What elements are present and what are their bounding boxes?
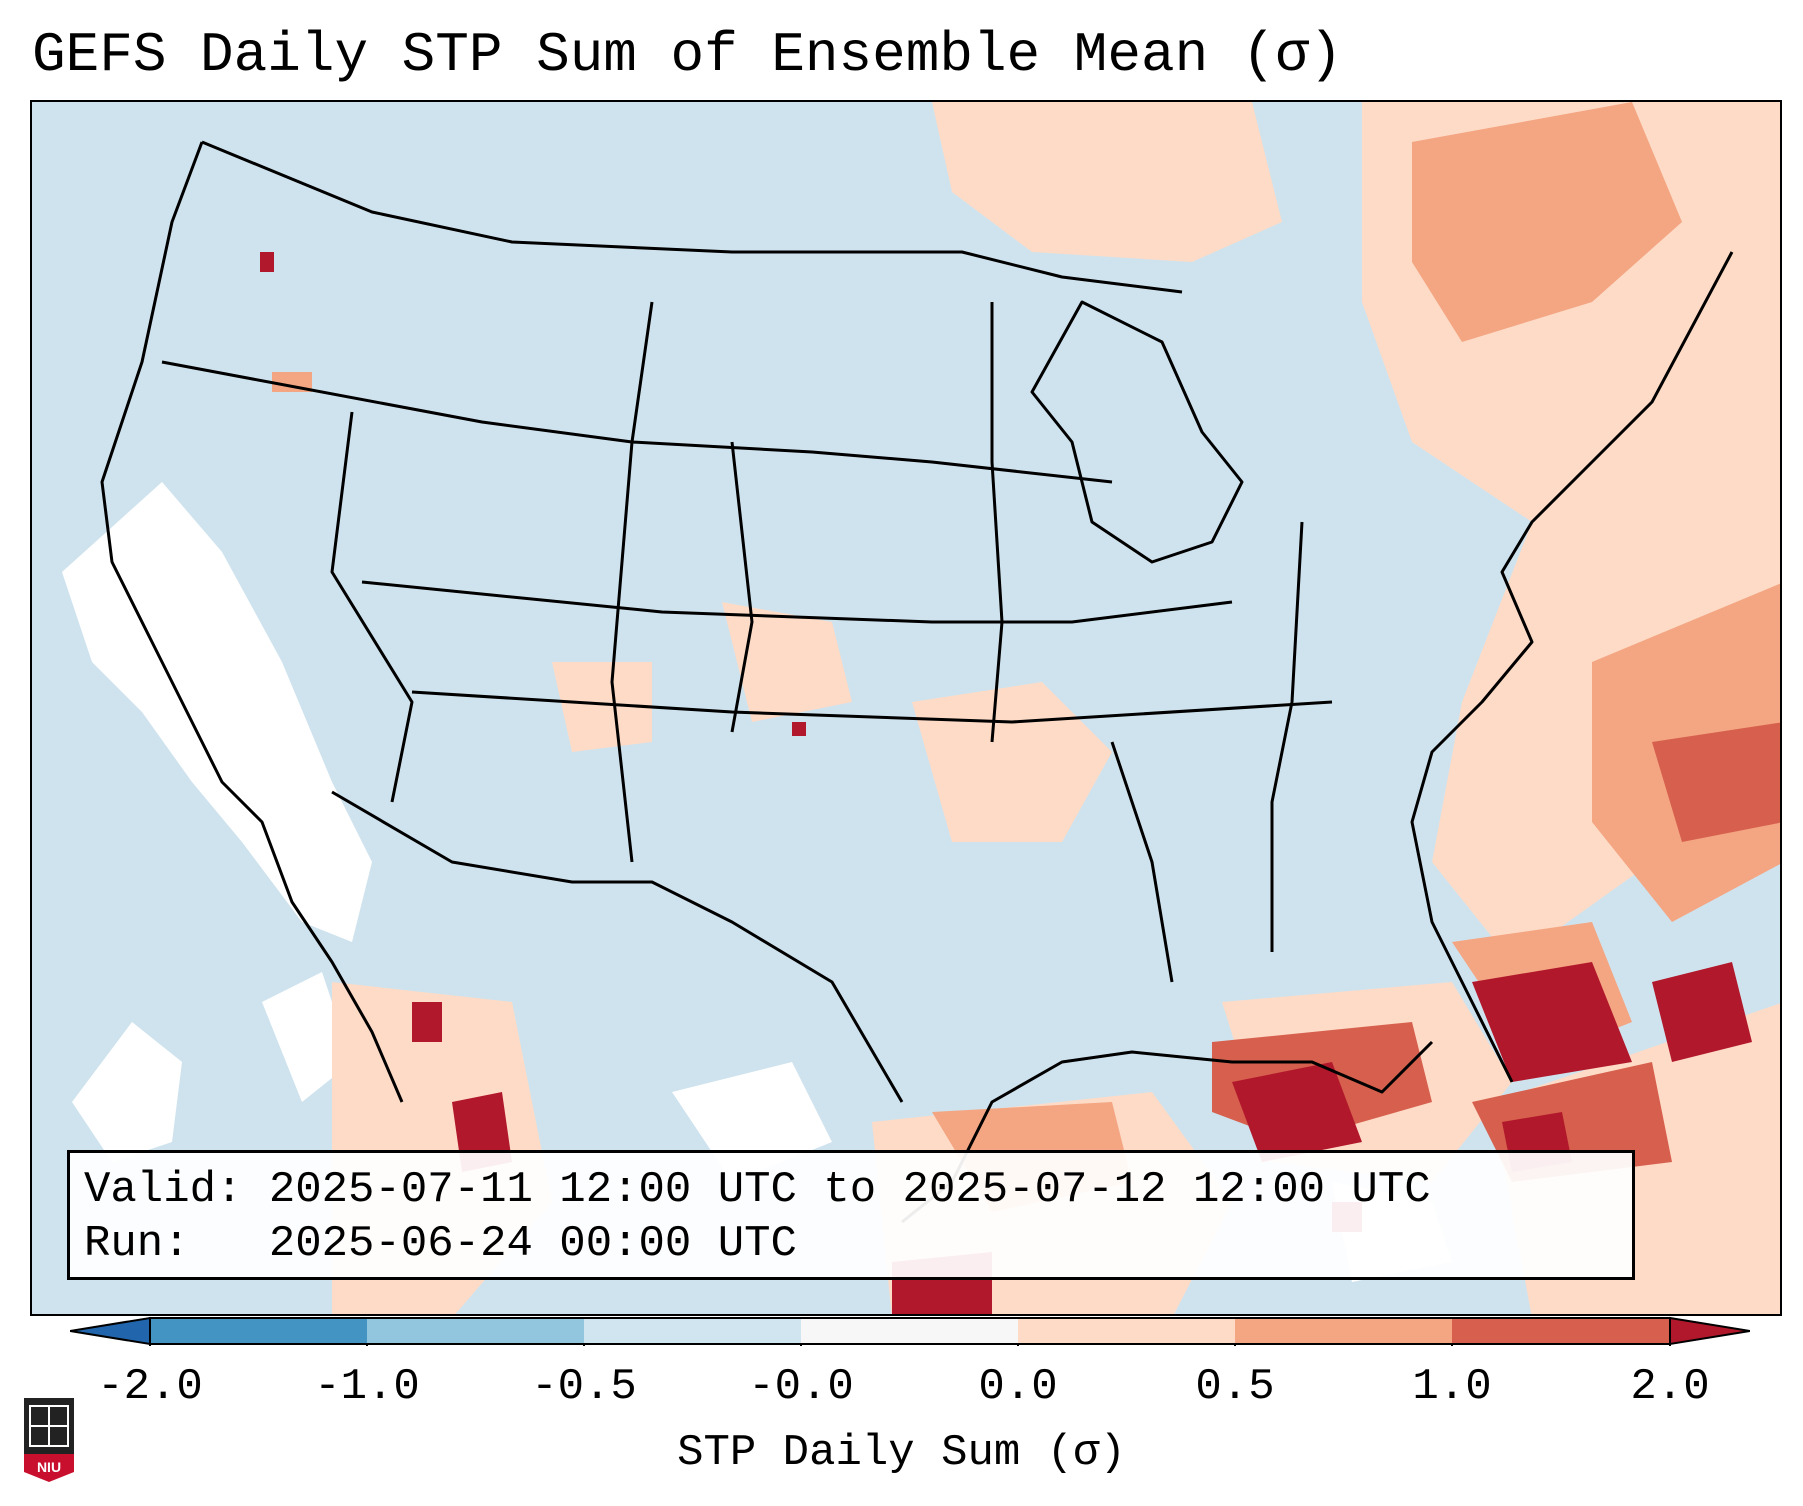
colorbar-under-arrow <box>70 1316 151 1346</box>
colorbar-tick-label: 1.0 <box>1412 1362 1492 1412</box>
state-line-8 <box>730 441 754 733</box>
colorbar-outline <box>149 1317 1671 1345</box>
validity-box: Valid: 2025-07-11 12:00 UTC to 2025-07-1… <box>67 1150 1635 1280</box>
state-line-3 <box>411 690 1333 724</box>
state-line-9 <box>1110 741 1174 983</box>
colorbar-tick-label: -2.0 <box>97 1362 203 1412</box>
colorbar-bin-7 <box>1452 1318 1670 1344</box>
extreme-positive-anomaly <box>260 252 1752 1314</box>
colorbar-bin-2 <box>367 1318 584 1344</box>
state-line-1 <box>161 360 1113 484</box>
run-value: 2025-06-24 00:00 UTC <box>268 1219 797 1269</box>
east-coast <box>1410 251 1734 1083</box>
valid-label: Valid: <box>84 1165 243 1215</box>
niu-logo-icon: NIU <box>24 1398 74 1482</box>
colorbar-bin-5 <box>1018 1318 1235 1344</box>
state-line-2 <box>361 580 1233 624</box>
mexico-border <box>331 790 904 1103</box>
colorbar-tick-label: -0.5 <box>531 1362 637 1412</box>
colorbar-tick-label: 0.0 <box>978 1362 1058 1412</box>
west-coast <box>100 141 404 1103</box>
colorbar <box>70 1316 1750 1346</box>
colorbar-tick-label: -0.0 <box>748 1362 854 1412</box>
run-label: Run: <box>84 1219 190 1269</box>
map-title: GEFS Daily STP Sum of Ensemble Mean (σ) <box>32 23 1343 87</box>
run-row: Run: 2025-06-24 00:00 UTC <box>84 1217 1618 1271</box>
great-lakes <box>1030 300 1244 564</box>
state-line-4 <box>610 301 654 863</box>
state-line-7 <box>330 411 414 803</box>
colorbar-bin-6 <box>1235 1318 1452 1344</box>
colorbar-tick-label: 2.0 <box>1630 1362 1710 1412</box>
canada-border <box>201 140 1183 294</box>
colorbar-bin-1 <box>150 1318 367 1344</box>
colorbar-bin-4 <box>801 1318 1018 1344</box>
logo-text: NIU <box>37 1459 61 1475</box>
valid-row: Valid: 2025-07-11 12:00 UTC to 2025-07-1… <box>84 1163 1618 1217</box>
state-line-6 <box>1270 521 1304 952</box>
colorbar-tick-label: -1.0 <box>314 1362 420 1412</box>
colorbar-label: STP Daily Sum (σ) <box>677 1428 1126 1478</box>
colorbar-tick-label: 0.5 <box>1195 1362 1275 1412</box>
colorbar-ticks <box>149 1344 1671 1346</box>
colorbar-over-arrow <box>1669 1316 1750 1346</box>
map-panel[interactable] <box>30 100 1782 1316</box>
valid-value: 2025-07-11 12:00 UTC to 2025-07-12 12:00… <box>268 1165 1431 1215</box>
stp-map <box>32 102 1780 1314</box>
colorbar-bin-3 <box>584 1318 801 1344</box>
state-line-5 <box>990 302 1004 743</box>
